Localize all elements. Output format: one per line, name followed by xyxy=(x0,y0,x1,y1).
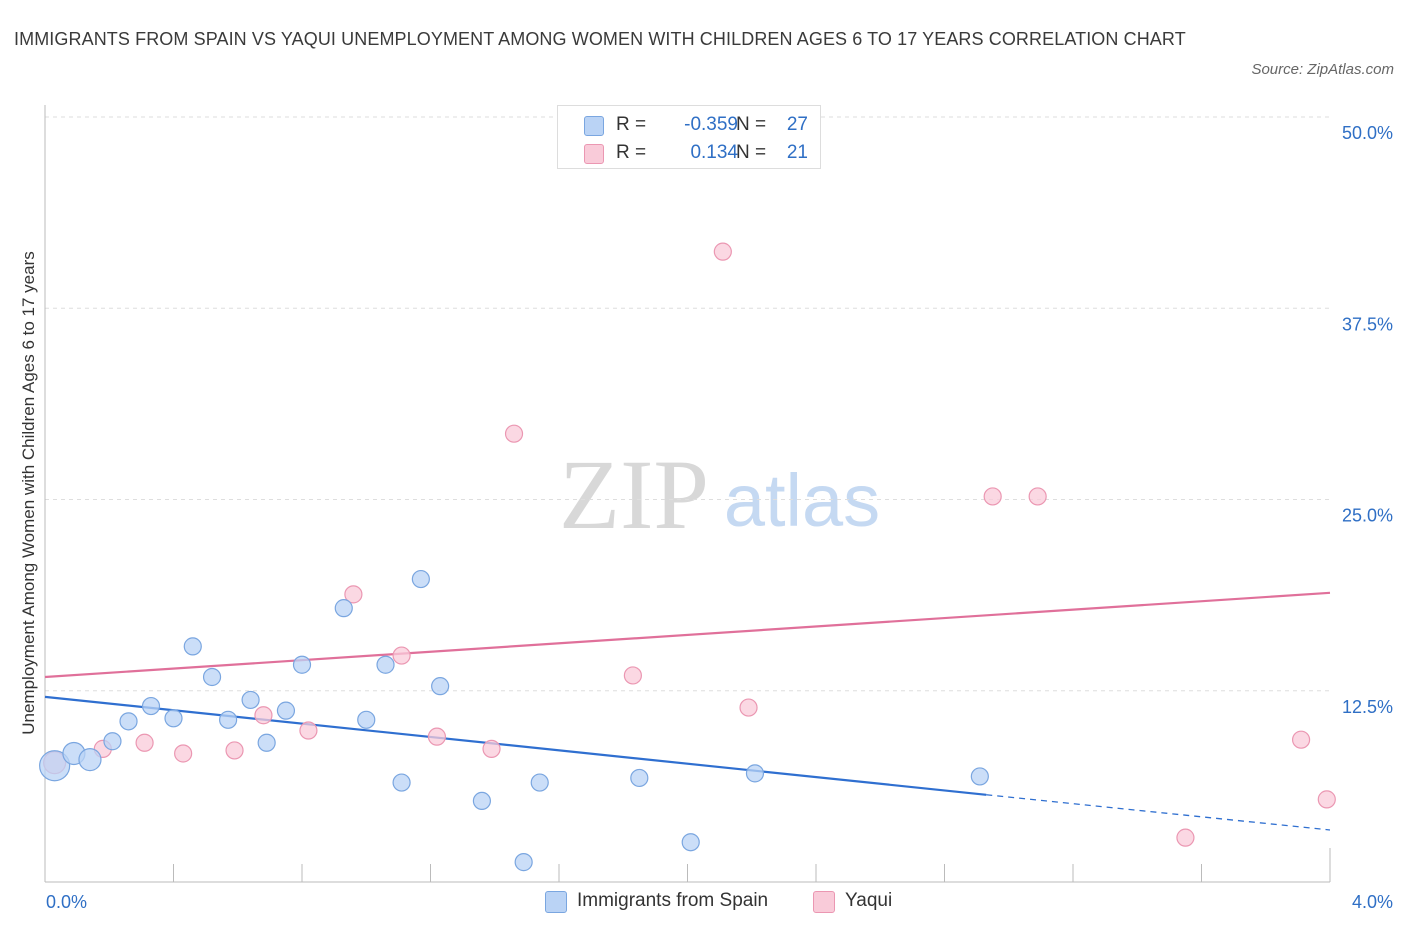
yaqui-point xyxy=(1176,828,1195,847)
spain-point xyxy=(472,791,491,811)
spain-legend-label: Immigrants from Spain xyxy=(577,890,769,911)
n-label: N = xyxy=(736,142,767,163)
axes xyxy=(44,105,1331,883)
r-value: -0.359 xyxy=(684,114,738,135)
spain-point xyxy=(530,773,549,792)
r-value: 0.134 xyxy=(690,142,738,163)
spain-point xyxy=(241,690,260,710)
spain-point xyxy=(78,747,102,772)
yaqui-point xyxy=(135,733,154,752)
spain-point xyxy=(103,732,122,751)
spain-point xyxy=(164,709,183,728)
y-tick-label: 12.5% xyxy=(1342,697,1393,717)
yaqui-legend-swatch xyxy=(813,891,835,913)
yaqui-point xyxy=(713,242,732,261)
yaqui-swatch xyxy=(584,144,604,164)
spain-legend-swatch xyxy=(545,891,567,913)
tick-labels: 12.5% 25.0% 37.5% 50.0% 0.0% 4.0% xyxy=(46,123,1393,912)
x-tick-label: 0.0% xyxy=(46,892,87,912)
spain-trend-extension xyxy=(986,794,1331,831)
yaqui-point xyxy=(504,424,524,443)
watermark: ZIP atlas xyxy=(559,439,880,550)
yaqui-point xyxy=(174,744,193,763)
spain-point xyxy=(392,773,411,792)
y-tick-label: 50.0% xyxy=(1342,123,1393,143)
spain-point xyxy=(257,733,276,752)
spain-point xyxy=(630,768,649,788)
spain-point xyxy=(219,710,238,729)
spain-point xyxy=(745,764,765,783)
spain-point xyxy=(141,696,161,716)
yaqui-point xyxy=(983,487,1002,506)
spain-point xyxy=(119,712,138,731)
spain-point xyxy=(970,767,989,786)
spain-point xyxy=(376,655,395,674)
r-label: R = xyxy=(616,114,647,135)
yaqui-point xyxy=(392,646,411,665)
y-tick-label: 37.5% xyxy=(1342,314,1393,334)
spain-point xyxy=(411,569,430,589)
spain-trend-line xyxy=(44,695,987,796)
yaqui-point xyxy=(225,741,244,760)
spain-point xyxy=(334,599,353,618)
yaqui-trend-line xyxy=(44,591,1331,679)
spain-point xyxy=(183,637,202,656)
spain-point xyxy=(202,667,222,687)
yaqui-point xyxy=(1291,730,1311,749)
y-axis-label: Unemployment Among Women with Children A… xyxy=(19,251,38,735)
source-label: Source: ZipAtlas.com xyxy=(1251,61,1394,78)
spain-point xyxy=(514,853,533,872)
yaqui-point xyxy=(1317,790,1336,809)
yaqui-point xyxy=(482,739,501,758)
stats-legend: R = -0.359 N = 27 R = 0.134 N = 21 xyxy=(557,105,821,169)
yaqui-point xyxy=(344,585,363,604)
spain-point xyxy=(431,677,450,696)
spain-point xyxy=(276,701,296,720)
yaqui-point xyxy=(1028,487,1047,506)
yaqui-point xyxy=(254,706,273,725)
y-tick-label: 25.0% xyxy=(1342,506,1393,526)
chart-title: IMMIGRANTS FROM SPAIN VS YAQUI UNEMPLOYM… xyxy=(14,29,1186,49)
watermark-zip: ZIP xyxy=(559,439,709,550)
spain-swatch xyxy=(584,116,604,136)
yaqui-legend-label: Yaqui xyxy=(845,890,893,911)
yaqui-point xyxy=(623,666,642,685)
trend-lines xyxy=(44,591,1331,831)
spain-point xyxy=(357,710,376,729)
data-points xyxy=(39,107,1336,872)
spain-point xyxy=(39,750,71,782)
watermark-atlas: atlas xyxy=(724,459,880,542)
n-label: N = xyxy=(736,114,767,135)
yaqui-point xyxy=(299,721,318,740)
x-tick-label: 4.0% xyxy=(1352,892,1393,912)
n-value: 27 xyxy=(786,114,808,135)
r-label: R = xyxy=(616,142,647,163)
n-value: 21 xyxy=(786,142,808,163)
spain-point xyxy=(292,655,312,674)
spain-point xyxy=(681,833,700,852)
yaqui-point xyxy=(427,727,447,746)
yaqui-point xyxy=(739,698,758,717)
